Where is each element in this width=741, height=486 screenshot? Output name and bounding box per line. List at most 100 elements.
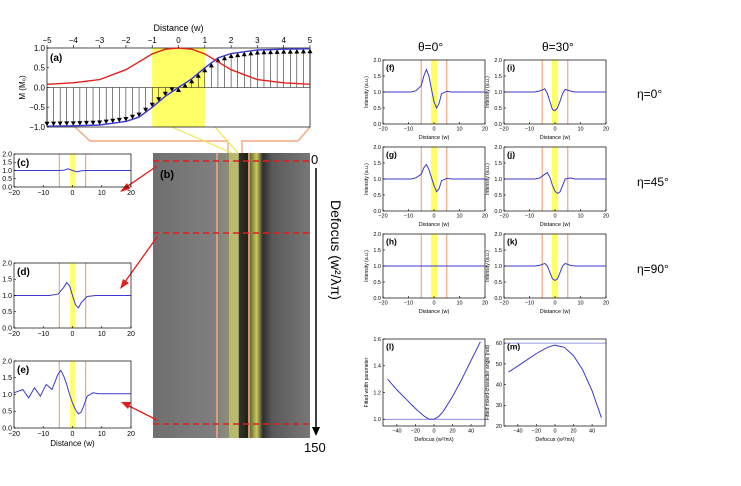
panel-label: (j) (507, 150, 515, 160)
y-tick-label: 0.0 (373, 296, 381, 302)
panel-m: −40 −20 0 20 40 60 50 40 30 20 (m) Defocus (w²/πλ) F… (485, 338, 607, 443)
y-tick-label: 1.5 (2, 160, 12, 167)
y-tick-label: 30 (496, 403, 502, 409)
x-tick-label: −20 (411, 429, 420, 435)
x-tick-label: 40 (589, 429, 595, 435)
magnetisation-arrow-head (294, 48, 300, 54)
x-tick-label: 40 (468, 429, 474, 435)
y-tick-label: 0.5 (373, 280, 381, 286)
y-tick-label: 2.0 (2, 151, 12, 158)
series-line-0 (13, 369, 131, 415)
y-tick-label: 0.0 (494, 209, 502, 215)
y-tick-label: 1.6 (373, 337, 381, 343)
arrow-to-d-head (120, 279, 129, 289)
y-tick-label: 1.5 (494, 161, 502, 167)
series-line-0 (387, 341, 481, 420)
x-tick-label: 0 (553, 301, 556, 307)
y-tick-label: 0.0 (373, 122, 381, 128)
magnetisation-arrow-head (123, 116, 129, 122)
x-tick-label: −20 (499, 301, 508, 307)
yellow-connector-left (171, 126, 233, 154)
x-tick-label: −10 (37, 190, 49, 197)
y-axis-label: Intensity (a.u.) (485, 250, 491, 282)
x-tick-label: −10 (404, 301, 413, 307)
y-tick-label: 2.0 (2, 358, 12, 365)
series-line-0 (383, 68, 485, 110)
yellow-connector-right (214, 126, 239, 154)
panel-c: −20 −10 0 10 20 2.0 1.51.00.50.0 (c) (2, 151, 135, 197)
magnetisation-arrow-head (248, 50, 254, 56)
header-theta-30: θ=30° (542, 40, 574, 54)
magnetisation-arrow-head (136, 112, 142, 118)
y-tick-label: 0.5 (34, 64, 46, 73)
defocus-image-dark-band (239, 153, 248, 438)
panel-label: (e) (17, 365, 29, 376)
x-tick-label: 20 (127, 331, 135, 338)
magnetisation-arrow-head (77, 121, 83, 126)
x-tick-label: −20 (8, 331, 20, 338)
magnetisation-arrow-head (64, 121, 70, 126)
row-label-eta-45: η=45° (637, 175, 669, 189)
y-tick-label: 2.0 (373, 232, 381, 238)
x-tick-label: −20 (532, 429, 541, 435)
y-tick-label: 1.0 (34, 44, 46, 53)
series-line-0 (504, 171, 606, 195)
magnetisation-arrow-head (44, 121, 50, 127)
panel-h: −20 −10 0 10 20 2.0 1.5 1.0 0.5 0.0 (h) Distance (w… (364, 232, 488, 315)
y-tick-label: 0.0 (2, 325, 12, 332)
x-tick-label: 20 (482, 127, 488, 133)
series-line-0 (504, 88, 606, 112)
magnetisation-arrow-head (129, 114, 135, 120)
x-axis-label: Distance (w) (419, 135, 450, 141)
y-tick-label: 0.5 (494, 280, 502, 286)
x-tick-label: 10 (456, 214, 462, 220)
magnetisation-arrow-head (222, 55, 228, 61)
panel-label: (k) (507, 237, 518, 247)
x-axis-label: Distance (w) (50, 439, 95, 448)
highlight-band (430, 147, 438, 211)
magnetisation-arrow-head (281, 49, 287, 54)
y-tick-label: 40 (496, 382, 502, 388)
magnetisation-arrow-head (57, 121, 63, 127)
x-tick-label: −40 (392, 429, 401, 435)
x-tick-label: 0 (432, 214, 435, 220)
y-tick-label: 1.5 (373, 248, 381, 254)
panel-e: −20 −10 0 10 20 2.0 1.5 1.0 0.5 0.0 (e) Distance (w… (2, 358, 135, 448)
highlight-band (551, 60, 559, 124)
arrow-to-d (121, 236, 158, 287)
series-line-0 (46, 48, 311, 127)
panel-label: (m) (507, 342, 520, 352)
panel-l: −40 −20 0 20 40 1.6 1.4 1.2 1.0 (l) Defocus (w²/πλ… (364, 337, 486, 443)
zoom-connectors (74, 126, 311, 154)
magnetisation-arrow-head (156, 97, 162, 102)
x-tick-label: −20 (378, 127, 387, 133)
x-tick-label: −10 (525, 127, 534, 133)
x-tick-label: −20 (499, 127, 508, 133)
arrow-to-c-head (120, 183, 130, 192)
y-tick-label: 0.0 (494, 122, 502, 128)
panel-i: −20 −10 0 10 20 2.0 1.5 1.0 0.5 0.0 (i) Distance (w… (485, 58, 609, 141)
magnetisation-arrow-head (83, 120, 89, 126)
y-axis-label: Fitted width parameter (364, 357, 370, 407)
y-tick-label: 2.0 (494, 58, 502, 64)
x-tick-label: 0 (432, 429, 435, 435)
x-tick-label: −10 (37, 431, 49, 438)
panel-title: Distance (w) (153, 23, 203, 33)
magnetisation-arrow-head (176, 87, 181, 92)
x-tick-label: −10 (525, 214, 534, 220)
x-tick-label: 10 (577, 301, 583, 307)
series-line-0 (14, 281, 131, 309)
magnetisation-arrow-head (235, 52, 241, 58)
panel-label: (i) (507, 63, 515, 73)
magnetisation-arrow-head (202, 67, 208, 73)
row-label-eta-0: η=0° (637, 87, 662, 101)
magnetisation-arrow-head (103, 119, 109, 125)
y-tick-label: 1.5 (2, 375, 12, 382)
x-tick-label: −4 (69, 36, 79, 45)
y-tick-label: 0.0 (34, 83, 46, 92)
panel-b: (b) 0 150 Defocus (w²/λπ) (120, 152, 344, 455)
panel-k: −20 −10 0 10 20 2.0 1.5 1.0 0.5 0.0 (k) Distance (w… (485, 232, 609, 315)
y-tick-label: 1.5 (373, 74, 381, 80)
x-tick-label: 20 (482, 214, 488, 220)
x-axis-label: Defocus (w²/πλ) (535, 437, 574, 443)
